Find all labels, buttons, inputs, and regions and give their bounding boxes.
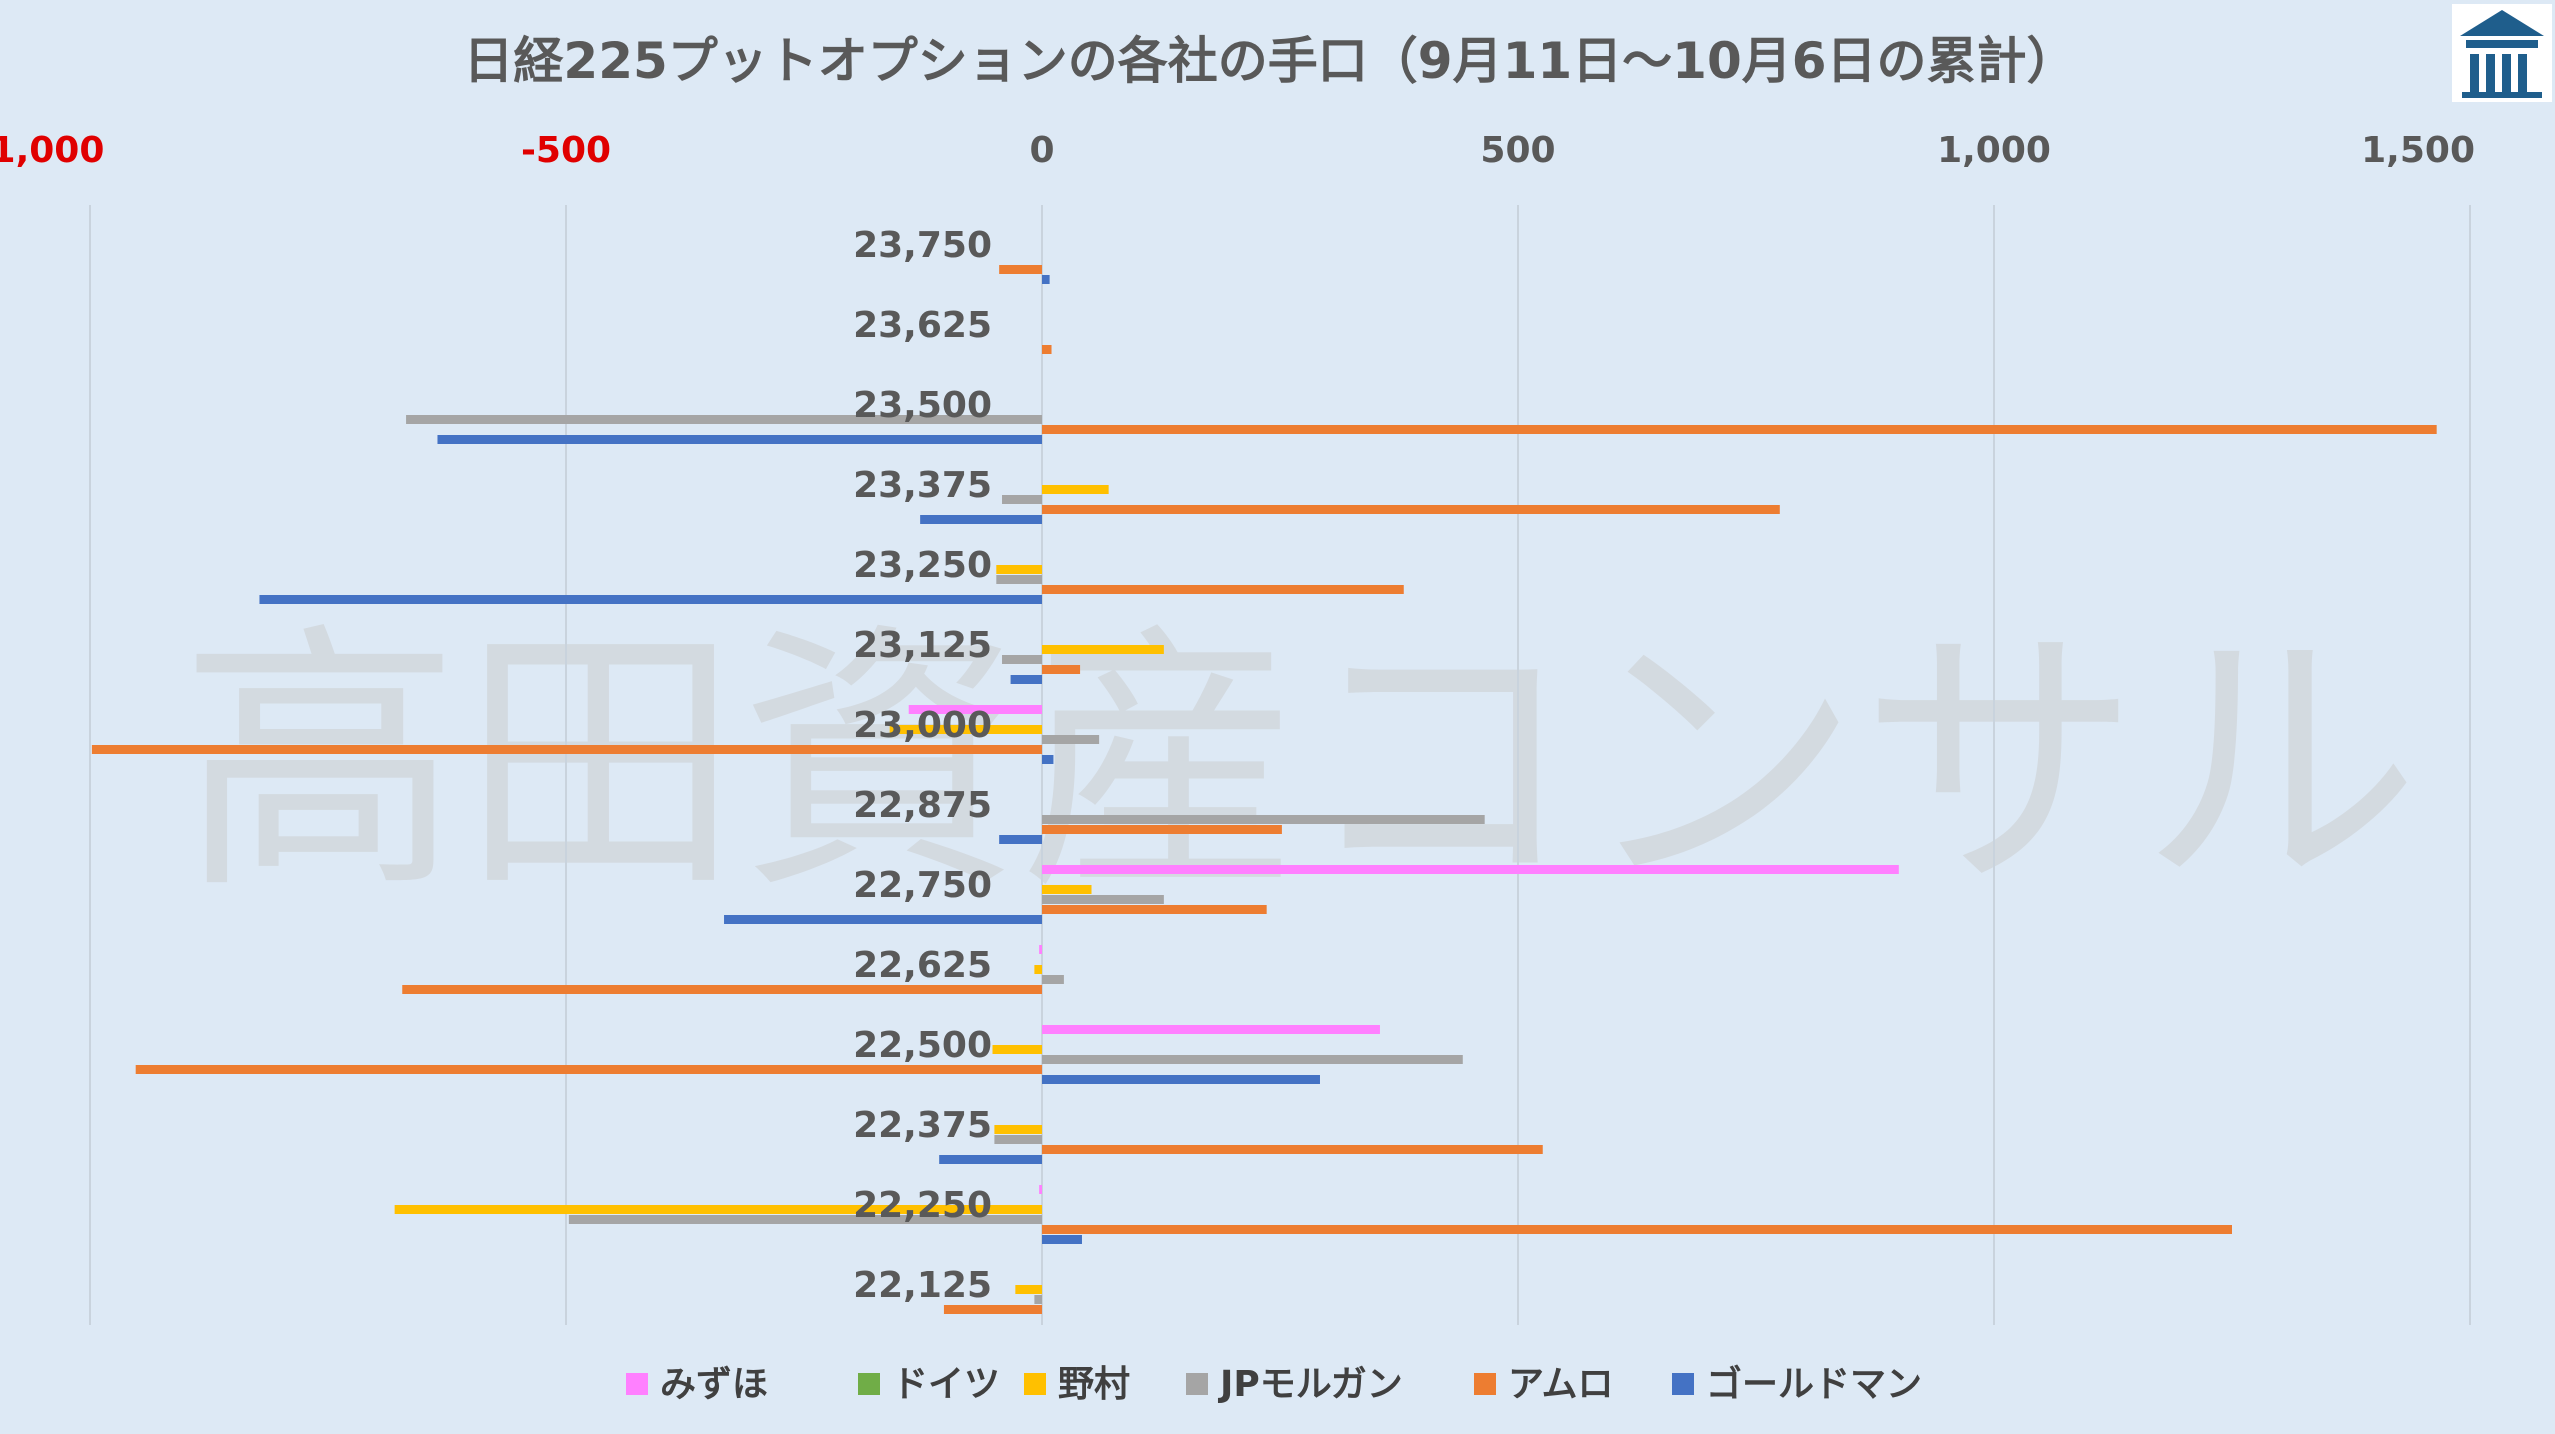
bar — [1039, 1185, 1042, 1194]
bar — [1042, 345, 1052, 354]
logo-icon — [2452, 4, 2552, 102]
legend-item: JPモルガン — [1186, 1364, 1403, 1405]
category-label: 22,625 — [853, 945, 992, 986]
legend-label: 野村 — [1058, 1364, 1130, 1405]
bar — [1042, 505, 1780, 514]
bar — [920, 515, 1042, 524]
bar — [1042, 585, 1404, 594]
bar — [889, 725, 1042, 734]
bar — [1042, 645, 1164, 654]
bar — [1042, 975, 1064, 984]
bar — [939, 1155, 1042, 1164]
bar — [91, 745, 1043, 754]
bar — [724, 915, 1042, 924]
bar — [1039, 945, 1042, 954]
bar — [992, 1045, 1042, 1054]
legend-item: ゴールドマン — [1672, 1363, 1922, 1405]
x-tick-label: 0 — [1029, 130, 1054, 171]
bar — [1042, 1235, 1082, 1244]
watermark-text: 高田資産コンサル — [180, 601, 2420, 927]
bars — [91, 265, 2437, 1314]
bar — [1002, 495, 1042, 504]
bar — [999, 265, 1042, 274]
bar — [1042, 1145, 1543, 1154]
bar — [1034, 965, 1042, 974]
bar — [1042, 1225, 2232, 1234]
bar — [1042, 1075, 1320, 1084]
category-label: 23,750 — [853, 225, 992, 266]
legend-swatch — [1672, 1373, 1694, 1395]
category-label: 22,750 — [853, 865, 992, 906]
category-label: 23,250 — [853, 545, 992, 586]
bar — [402, 985, 1043, 994]
legend-item: みずほ — [626, 1364, 768, 1405]
legend-swatch — [626, 1373, 648, 1395]
bar — [1034, 1295, 1042, 1304]
bar — [1042, 755, 1054, 764]
bar — [943, 1305, 1042, 1314]
x-tick-label: 500 — [1480, 130, 1555, 171]
legend-swatch — [1474, 1373, 1496, 1395]
bar — [135, 1065, 1043, 1074]
category-label: 22,375 — [853, 1105, 992, 1146]
bar — [1042, 865, 1899, 874]
legend-swatch — [1186, 1373, 1208, 1395]
legend-item: アムロ — [1474, 1364, 1613, 1405]
category-label: 23,500 — [853, 385, 992, 426]
bar — [1015, 1285, 1042, 1294]
category-label: 23,625 — [853, 305, 992, 346]
bar — [994, 1135, 1042, 1144]
bar — [1042, 275, 1050, 284]
category-label: 22,250 — [853, 1185, 992, 1226]
bar — [1042, 815, 1485, 824]
bar — [1042, 735, 1100, 744]
legend-label: JPモルガン — [1217, 1364, 1403, 1405]
legend-label: ドイツ — [892, 1364, 1000, 1405]
x-tick-label: 1,000 — [1937, 130, 2051, 171]
bar — [1042, 895, 1164, 904]
legend-item: ドイツ — [858, 1364, 1000, 1405]
x-tick-label: 1,500 — [2361, 130, 2475, 171]
bar — [394, 1205, 1042, 1214]
legend-label: アムロ — [1508, 1364, 1613, 1405]
bar — [437, 435, 1043, 444]
legend-item: 野村 — [1024, 1364, 1130, 1405]
category-label: 23,125 — [853, 625, 992, 666]
bar — [1042, 485, 1109, 494]
bar — [1010, 675, 1042, 684]
bar — [1042, 665, 1081, 674]
bar — [1002, 655, 1042, 664]
bar — [999, 835, 1042, 844]
legend-label: ゴールドマン — [1706, 1363, 1922, 1405]
category-label: 22,875 — [853, 785, 992, 826]
bar — [1042, 425, 2437, 434]
chart-title: 日経225プットオプションの各社の手口（9月11日～10月6日の累計） — [463, 32, 2076, 90]
bar — [1042, 885, 1092, 894]
category-label: 23,000 — [853, 705, 992, 746]
category-label: 22,500 — [853, 1025, 992, 1066]
bar — [406, 415, 1043, 424]
bar — [1042, 825, 1282, 834]
bar — [1042, 1025, 1380, 1034]
category-labels: 23,750 23,625 23,500 23,375 23,250 23,125 23,0… — [853, 225, 992, 1306]
category-label: 22,125 — [853, 1265, 992, 1306]
bar — [568, 1215, 1042, 1224]
category-label: 23,375 — [853, 465, 992, 506]
bar — [908, 705, 1042, 714]
legend-label: みずほ — [660, 1364, 768, 1405]
legend: みずほ ドイツ 野村 JPモルガン アムロ ゴールドマン — [626, 1363, 1922, 1405]
bar — [996, 575, 1042, 584]
bar — [1042, 1055, 1463, 1064]
legend-swatch — [1024, 1373, 1046, 1395]
x-axis-ticks: -1,000 -500 0 500 1,000 1,500 — [0, 130, 2475, 171]
bar — [1042, 905, 1267, 914]
bar — [996, 565, 1042, 574]
x-tick-label: -1,000 — [0, 130, 104, 171]
legend-swatch — [858, 1373, 880, 1395]
x-tick-label: -500 — [521, 130, 611, 171]
bar — [259, 595, 1042, 604]
bar — [994, 1125, 1042, 1134]
